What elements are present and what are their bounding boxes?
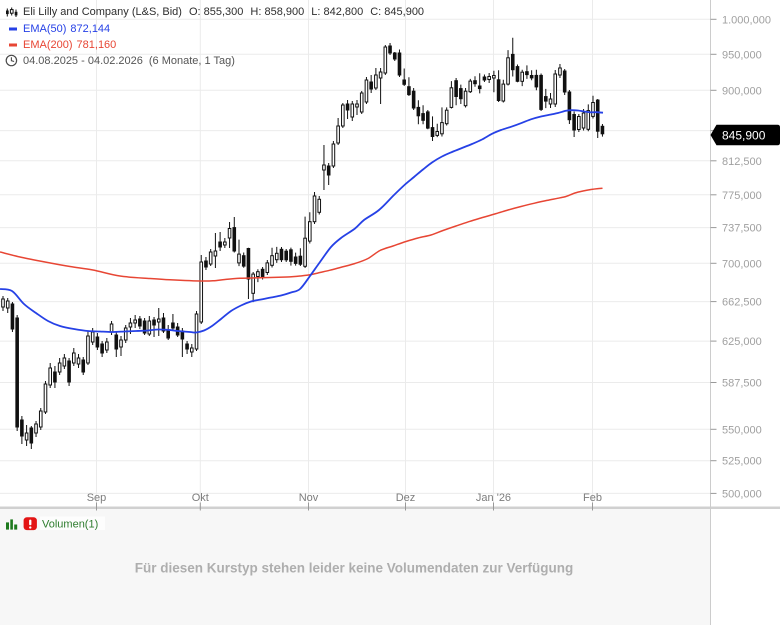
svg-text:Eli Lilly and Company (L&S, Bi: Eli Lilly and Company (L&S, Bid) O: 855,3… (23, 6, 424, 18)
svg-text:550,000: 550,000 (722, 424, 762, 436)
svg-text:Volumen(1): Volumen(1) (42, 519, 98, 531)
svg-text:525,000: 525,000 (722, 456, 762, 468)
svg-text:EMA(200)781,160: EMA(200) 781,160 (23, 39, 116, 51)
svg-text:662,500: 662,500 (722, 297, 762, 309)
svg-text:1.000,000: 1.000,000 (722, 14, 771, 26)
svg-text:Nov: Nov (299, 492, 319, 504)
svg-text:Jan '26: Jan '26 (476, 492, 511, 504)
svg-text:Okt: Okt (192, 492, 209, 504)
svg-text:04.08.2025 - 04.02.2026(6 Mona: 04.08.2025 - 04.02.2026 (6 Monate, 1 Tag) (23, 55, 235, 67)
svg-text:Sep: Sep (87, 492, 107, 504)
svg-text:625,000: 625,000 (722, 336, 762, 348)
svg-text:812,500: 812,500 (722, 156, 762, 168)
svg-text:Feb: Feb (583, 492, 602, 504)
svg-text:587,500: 587,500 (722, 378, 762, 390)
svg-text:737,500: 737,500 (722, 223, 762, 235)
svg-text:950,000: 950,000 (722, 49, 762, 61)
svg-text:700,000: 700,000 (722, 258, 762, 270)
svg-text:845,900: 845,900 (722, 129, 766, 143)
svg-text:Dez: Dez (396, 492, 416, 504)
svg-text:500,000: 500,000 (722, 488, 762, 500)
svg-text:Für diesen Kurstyp stehen leid: Für diesen Kurstyp stehen leider keine V… (135, 561, 574, 576)
svg-text:775,000: 775,000 (722, 190, 762, 202)
svg-text:900,000: 900,000 (722, 85, 762, 97)
